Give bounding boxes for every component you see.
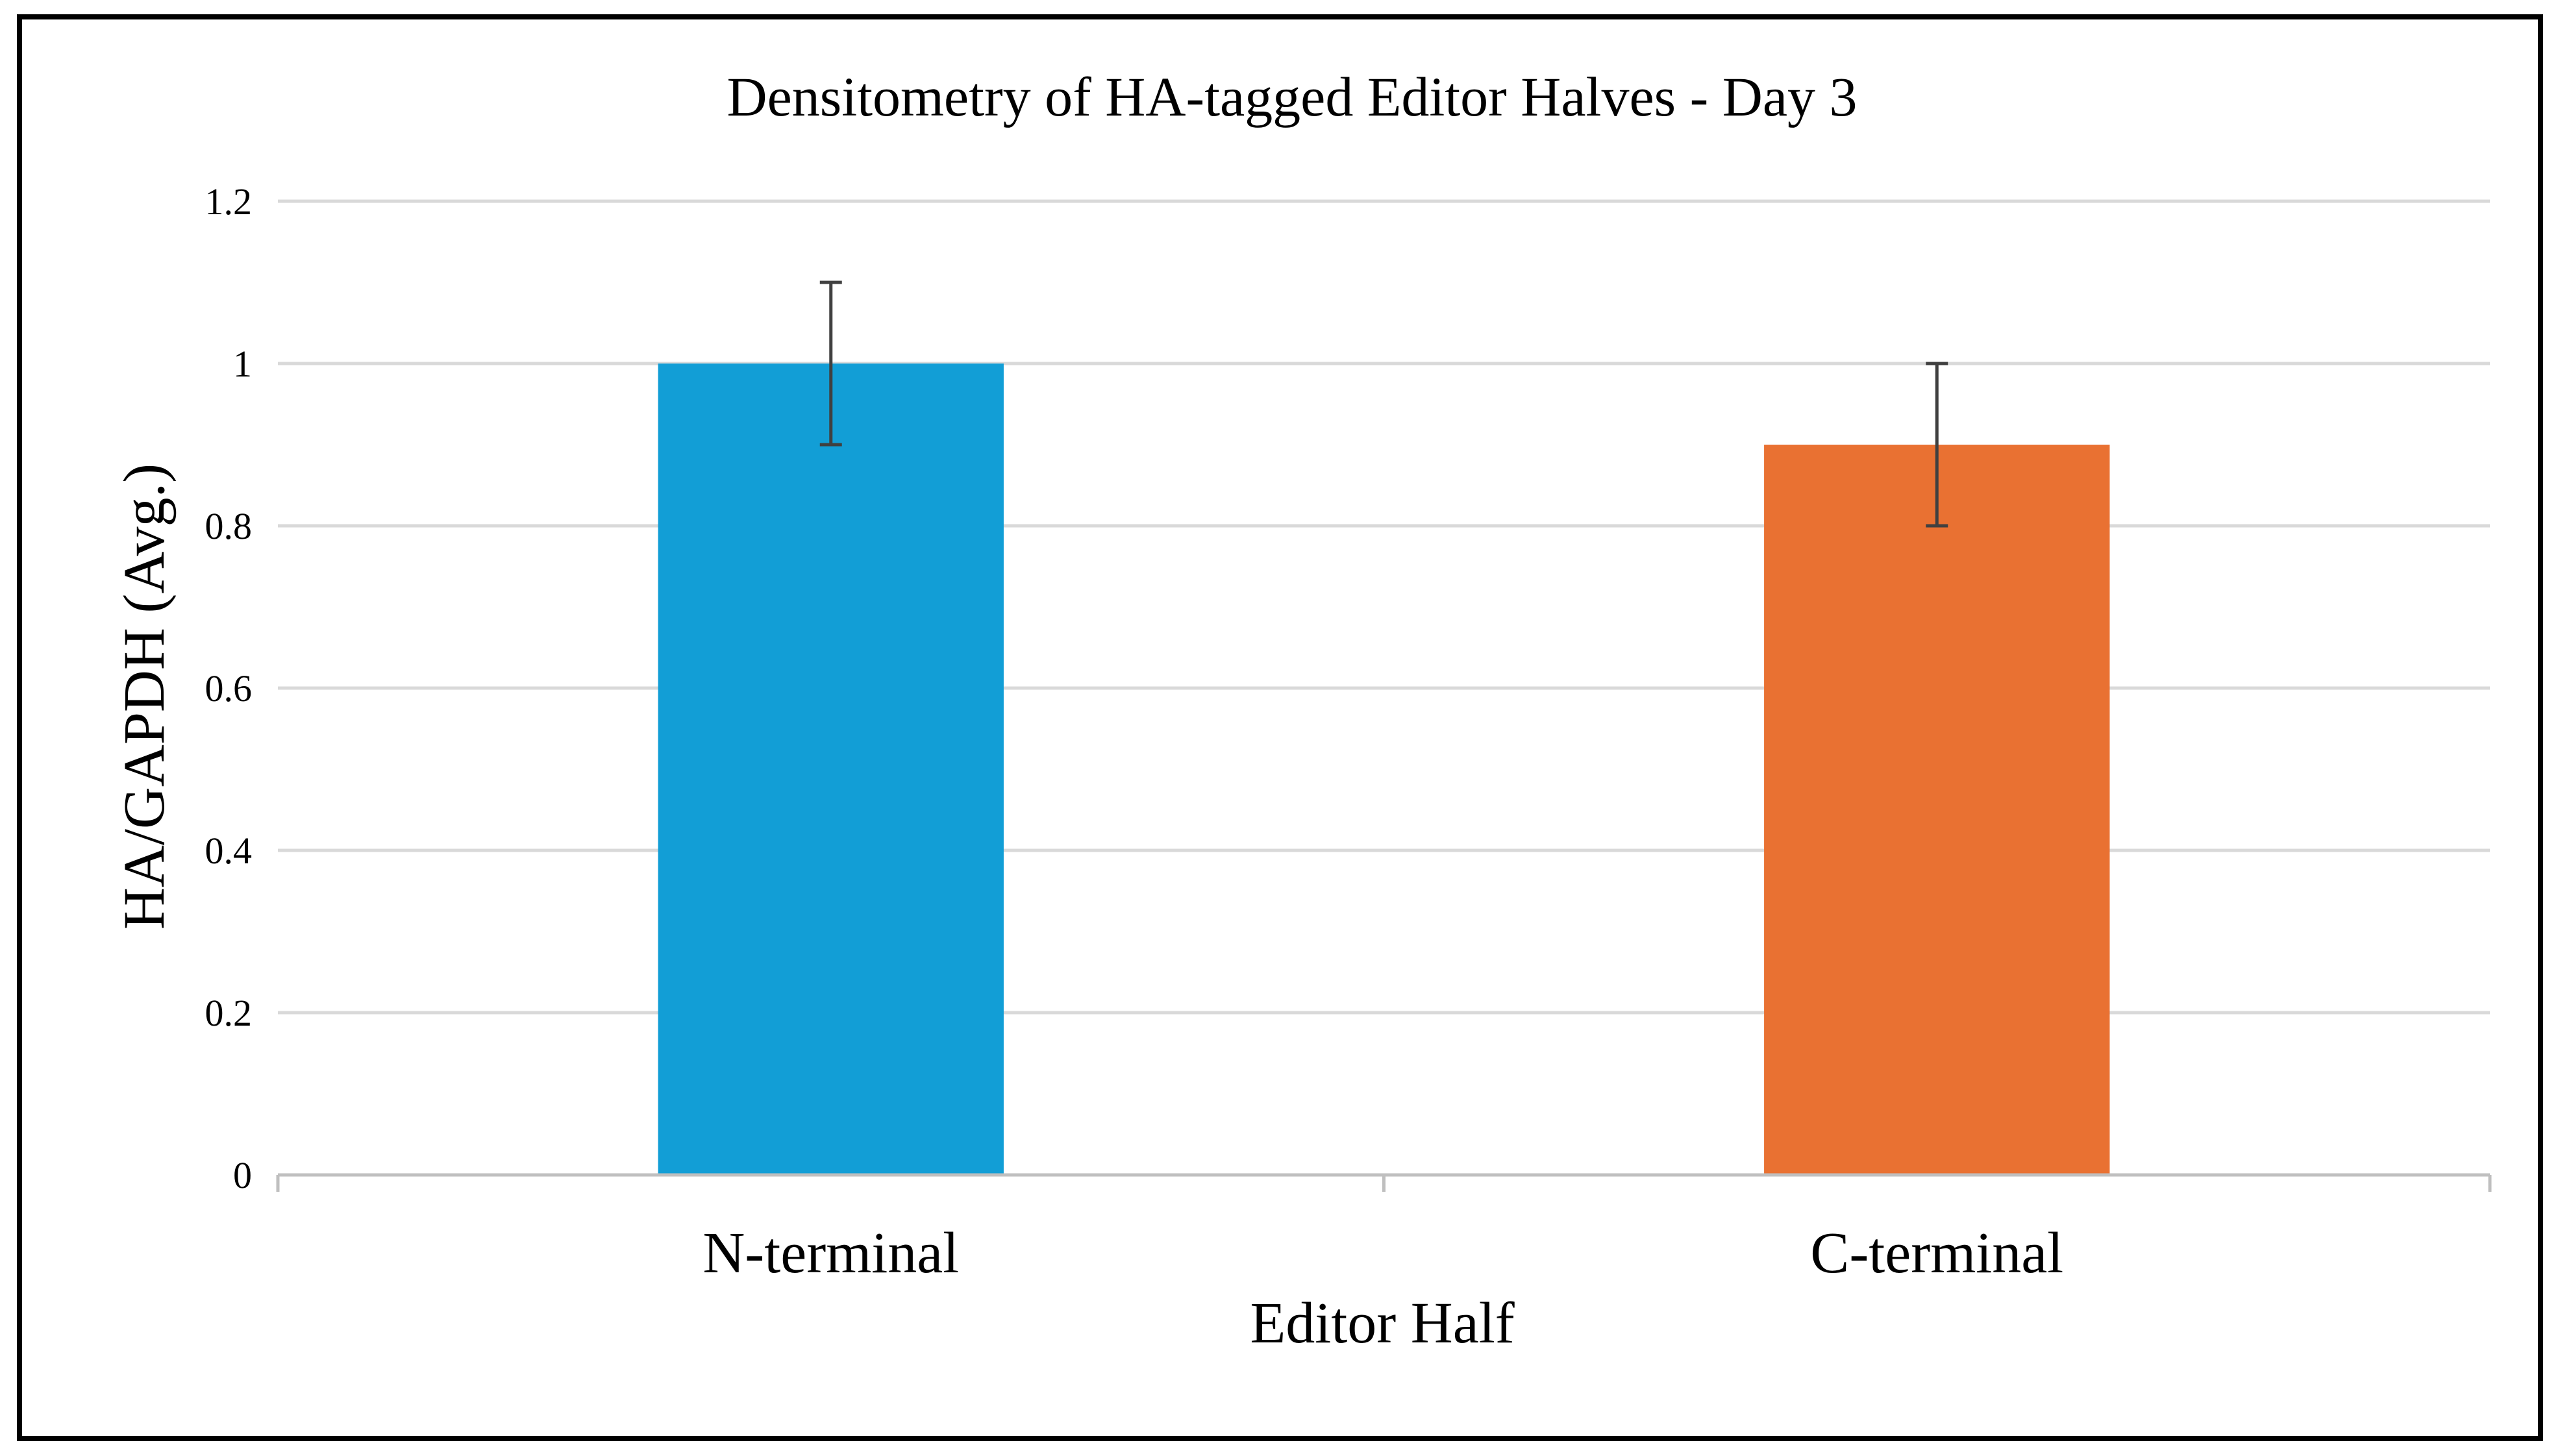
y-tick-label: 0.8 [205, 505, 253, 547]
x-axis-categories: N-terminal C-terminal [702, 1221, 2063, 1285]
error-bars [819, 280, 1948, 528]
y-tick-label: 1.2 [205, 180, 253, 223]
y-tick-label: 0.4 [205, 830, 253, 872]
x-axis [276, 1173, 2492, 1192]
bar-c-terminal [1764, 445, 2110, 1175]
y-tick-label: 0 [233, 1154, 252, 1196]
error-bar-n-terminal [819, 280, 842, 447]
bar-chart: Densitometry of HA-tagged Editor Halves … [112, 66, 2492, 1355]
y-tick-label: 1 [233, 343, 252, 385]
chart-title: Densitometry of HA-tagged Editor Halves … [727, 66, 1857, 128]
x-axis-title: Editor Half [1250, 1291, 1514, 1355]
x-category-label: N-terminal [702, 1221, 959, 1285]
y-axis-ticks: 0 0.2 0.4 0.6 0.8 1 1.2 [205, 180, 253, 1196]
y-tick-label: 0.2 [205, 992, 253, 1034]
x-category-label: C-terminal [1810, 1221, 2063, 1285]
error-bar-c-terminal [1926, 362, 1948, 528]
y-tick-label: 0.6 [205, 667, 253, 709]
bar-n-terminal [658, 364, 1004, 1175]
gridlines [278, 199, 2490, 1015]
bars [658, 364, 2110, 1175]
chart-frame: Densitometry of HA-tagged Editor Halves … [17, 14, 2543, 1441]
y-axis-title: HA/GAPDH (Avg.) [112, 463, 177, 930]
